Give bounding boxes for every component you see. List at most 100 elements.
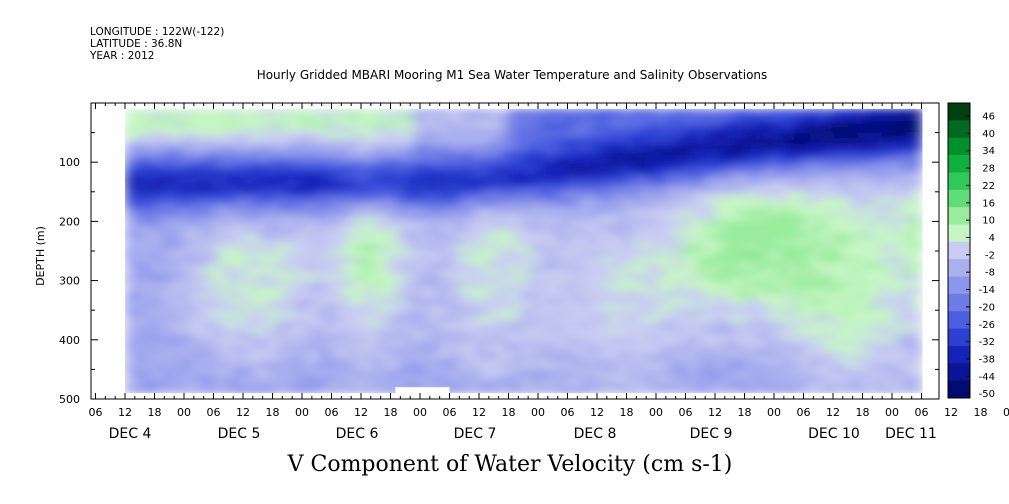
field-cell [252,298,262,306]
field-cell [690,114,700,122]
field-cell [610,274,620,282]
field-cell [563,120,572,128]
field-cell [563,316,572,323]
field-cell [515,381,525,388]
field-cell [348,191,357,199]
field-cell [204,239,214,246]
field-cell [897,286,907,294]
field-cell [841,132,851,140]
field-cell [714,351,724,359]
field-cell [889,251,899,258]
field-cell [252,345,262,353]
field-cell [164,227,174,234]
field-cell [587,174,596,181]
field-cell [308,381,317,388]
field-cell [483,168,493,175]
field-cell [786,168,795,175]
field-cell [857,203,867,211]
field-cell [475,251,485,258]
field-cell [435,144,445,152]
field-cell [419,197,429,205]
field-cell [770,286,779,294]
field-cell [706,245,716,252]
field-cell [324,132,333,140]
field-cell [571,351,580,359]
field-cell [794,185,803,193]
field-cell [634,333,644,341]
field-cell [260,304,270,311]
field-cell [563,126,572,134]
field-cell [475,328,485,335]
field-cell [881,203,891,211]
field-cell [276,387,286,394]
field-cell [778,108,787,116]
field-cell [244,268,254,276]
field-cell [379,221,389,229]
field-cell [778,245,787,252]
field-cell [738,268,748,276]
field-cell [897,180,907,187]
field-cell [276,363,286,371]
field-cell [443,369,453,377]
field-cell [356,180,365,187]
field-cell [300,209,309,217]
field-cell [873,162,883,169]
field-cell [547,120,556,128]
field-cell [491,126,501,134]
field-cell [738,298,748,306]
field-cell [563,162,572,169]
field-cell [594,138,604,146]
field-cell [140,227,150,234]
field-cell [563,357,572,365]
field-cell [618,333,628,341]
field-cell [236,345,246,353]
field-cell [499,180,509,187]
field-cell [228,174,238,181]
field-cell [300,132,309,140]
field-cell [818,298,827,306]
field-cell [324,328,333,335]
field-cell [786,375,795,382]
field-cell [308,345,317,353]
field-cell [125,215,134,223]
field-cell [411,322,421,329]
field-cell [818,256,827,264]
field-cell [340,387,349,394]
field-cell [523,381,533,388]
field-cell [324,203,333,211]
field-cell [873,114,883,122]
field-cell [698,221,708,229]
field-cell [515,126,525,134]
field-cell [865,227,875,234]
field-cell [260,345,270,353]
field-cell [164,274,174,282]
field-cell [626,316,636,323]
field-cell [706,310,716,317]
field-cell [650,387,660,394]
field-cell [786,304,795,311]
field-cell [427,215,437,223]
field-cell [467,197,477,205]
field-cell [276,156,286,163]
field-cell [324,138,333,146]
field-cell [833,168,843,175]
field-cell [451,209,461,217]
field-cell [467,316,477,323]
field-cell [786,126,795,134]
field-cell [395,203,405,211]
field-cell [427,351,437,359]
field-cell [133,126,142,134]
field-cell [738,333,748,341]
field-cell [507,215,517,223]
field-cell [212,286,222,294]
field-cell [148,357,158,365]
field-cell [571,286,580,294]
field-cell [610,120,620,128]
field-cell [499,239,509,246]
field-cell [579,150,588,158]
field-cell [204,197,214,205]
field-cell [140,363,150,371]
field-cell [833,322,843,329]
field-cell [571,120,580,128]
field-cell [794,292,803,300]
